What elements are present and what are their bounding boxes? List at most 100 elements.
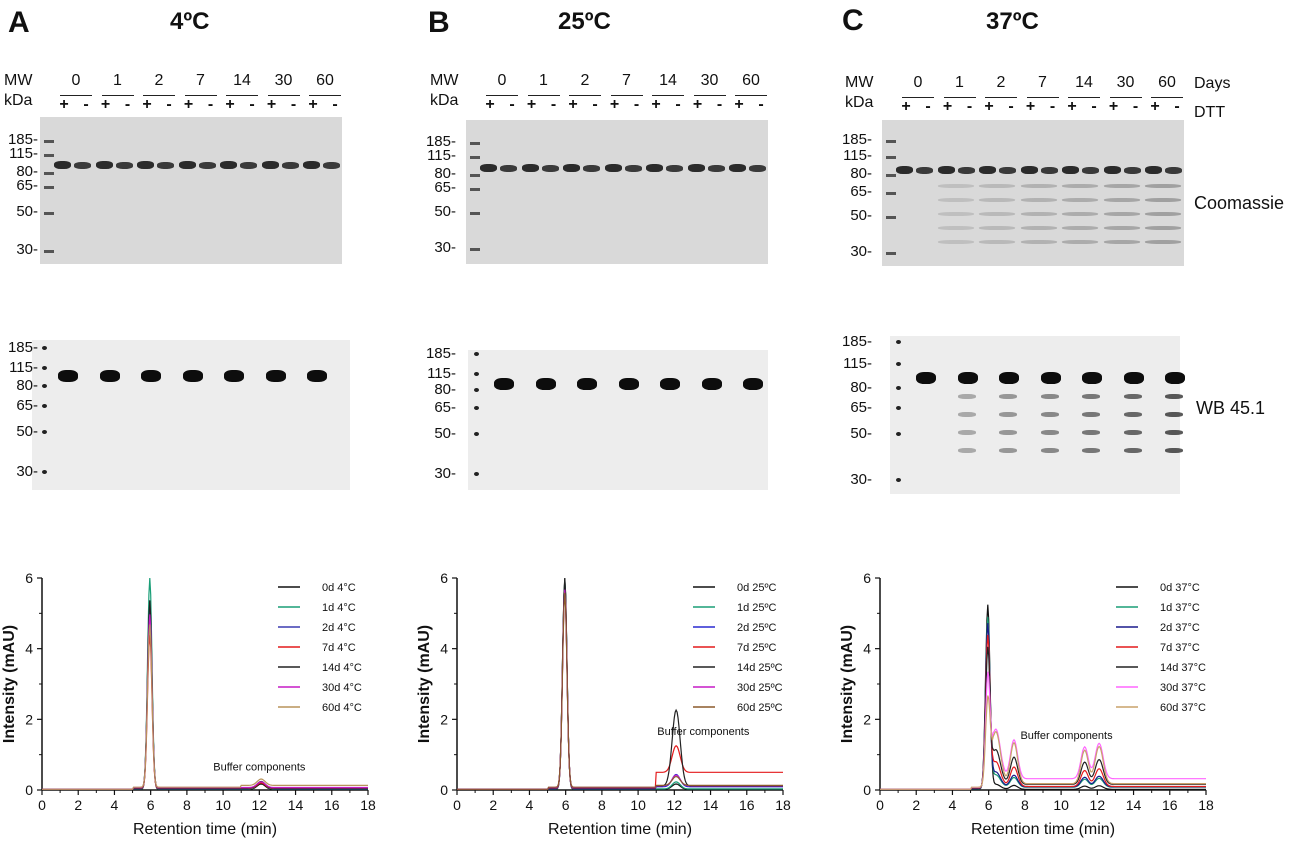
dtt-plus: + (901, 98, 911, 115)
mw-marker: 65- (850, 183, 872, 200)
x-tick-label: 2 (74, 797, 82, 813)
legend-label: 2d 25ºC (737, 622, 777, 634)
wb-degradation-band (1082, 412, 1100, 417)
panel-letter: C (842, 4, 864, 37)
protein-band (220, 161, 237, 169)
ladder-band (44, 154, 54, 157)
mw-marker: 115- (9, 145, 38, 162)
panel-letter: A (8, 6, 30, 39)
ladder-band (470, 188, 480, 191)
mw-marker: 80- (850, 165, 872, 182)
x-tick-label: 2 (489, 797, 497, 813)
protein-band (1082, 167, 1099, 174)
x-tick-label: 4 (526, 797, 534, 813)
dtt-plus: + (734, 96, 744, 113)
dtt-minus: - (509, 96, 515, 113)
series-line (457, 577, 783, 790)
lane-underline (60, 95, 92, 97)
wb-label: WB 45.1 (1196, 398, 1266, 418)
kda-label: kDa (845, 94, 874, 111)
chart-a: 0 2 4 6 8 10 12 14 16 18 0 2 4 6 Retention time (min) I… (1, 570, 376, 838)
mw-marker: 65- (850, 399, 872, 416)
protein-band (157, 162, 174, 169)
lane-underline (1109, 97, 1142, 99)
dtt-plus: + (609, 96, 620, 113)
dtt-minus: - (1174, 98, 1180, 115)
series-line (457, 579, 783, 790)
degradation-band (979, 240, 1015, 244)
dtt-minus: - (249, 96, 255, 113)
kda-label: kDa (4, 92, 33, 109)
wb-degradation-band (957, 412, 976, 417)
protein-band (896, 166, 913, 174)
wb-ladder-dot (474, 406, 479, 410)
x-axis-label: Retention time (min) (971, 821, 1115, 838)
wb-degradation-band (1040, 448, 1059, 453)
mw-marker: 185- (841, 131, 872, 148)
degradation-band (1062, 226, 1098, 230)
dtt-plus: + (59, 96, 69, 113)
wb-band (1082, 372, 1102, 384)
legend-label: 60d 4°C (322, 702, 362, 714)
degradation-band (1062, 198, 1098, 202)
dtt-plus: + (183, 96, 194, 113)
degradation-band (1062, 184, 1098, 188)
y-tick-label: 0 (440, 782, 448, 798)
dtt-minus: - (925, 98, 931, 115)
series-line (42, 624, 368, 790)
degradation-band (1103, 198, 1140, 202)
dtt-plus: + (526, 96, 537, 113)
mw-marker: 50- (850, 425, 872, 442)
lane-underline (652, 95, 684, 97)
lane-underline (101, 95, 134, 97)
protein-band (95, 161, 113, 169)
day-label: 1 (539, 72, 548, 89)
wb-degradation-band (957, 448, 976, 453)
y-tick-label: 4 (25, 641, 33, 657)
x-tick-label: 18 (1198, 797, 1214, 813)
legend-label: 60d 25ºC (737, 702, 783, 714)
wb-degradation-band (1165, 412, 1183, 417)
x-tick-label: 6 (985, 797, 993, 813)
degradation-band (1103, 212, 1140, 216)
lane-underline (735, 95, 767, 97)
wb-degradation-band (1123, 448, 1142, 453)
legend-label: 2d 4°C (322, 622, 356, 634)
ladder-band (886, 174, 896, 177)
protein-band (583, 165, 600, 172)
y-tick-label: 2 (440, 711, 448, 727)
legend-label: 30d 4°C (322, 682, 362, 694)
lane-underline (1068, 97, 1100, 99)
wb-ladder-dot (896, 432, 901, 436)
day-label: 14 (1075, 74, 1093, 91)
degradation-band (979, 226, 1015, 230)
dtt-plus: + (568, 96, 578, 113)
degradation-band (937, 212, 974, 216)
wb-band (743, 378, 763, 390)
dtt-minus: - (1132, 98, 1139, 115)
ladder-band (470, 248, 480, 251)
wb-degradation-band (957, 430, 976, 435)
legend-label: 7d 25ºC (737, 642, 777, 654)
y-tick-label: 6 (440, 570, 448, 586)
x-tick-label: 4 (111, 797, 119, 813)
legend-label: 2d 37°C (1160, 622, 1200, 634)
protein-band (999, 167, 1016, 174)
degradation-band (1020, 212, 1057, 216)
series-line (880, 623, 1206, 790)
x-tick-label: 16 (1162, 797, 1178, 813)
degradation-band (1062, 212, 1098, 216)
x-tick-label: 6 (147, 797, 155, 813)
series-line (457, 583, 783, 790)
mw-marker: 30- (16, 241, 38, 258)
protein-band (687, 164, 705, 172)
series-line (880, 646, 1206, 790)
protein-band (563, 164, 580, 172)
mw-marker: 80- (16, 377, 38, 394)
x-tick-label: 14 (703, 797, 719, 813)
wb-ladder-dot (474, 388, 479, 392)
dtt-plus: + (225, 96, 235, 113)
dtt-minus: - (332, 96, 338, 113)
ladder-band (44, 186, 54, 189)
wb-degradation-band (1123, 430, 1142, 435)
